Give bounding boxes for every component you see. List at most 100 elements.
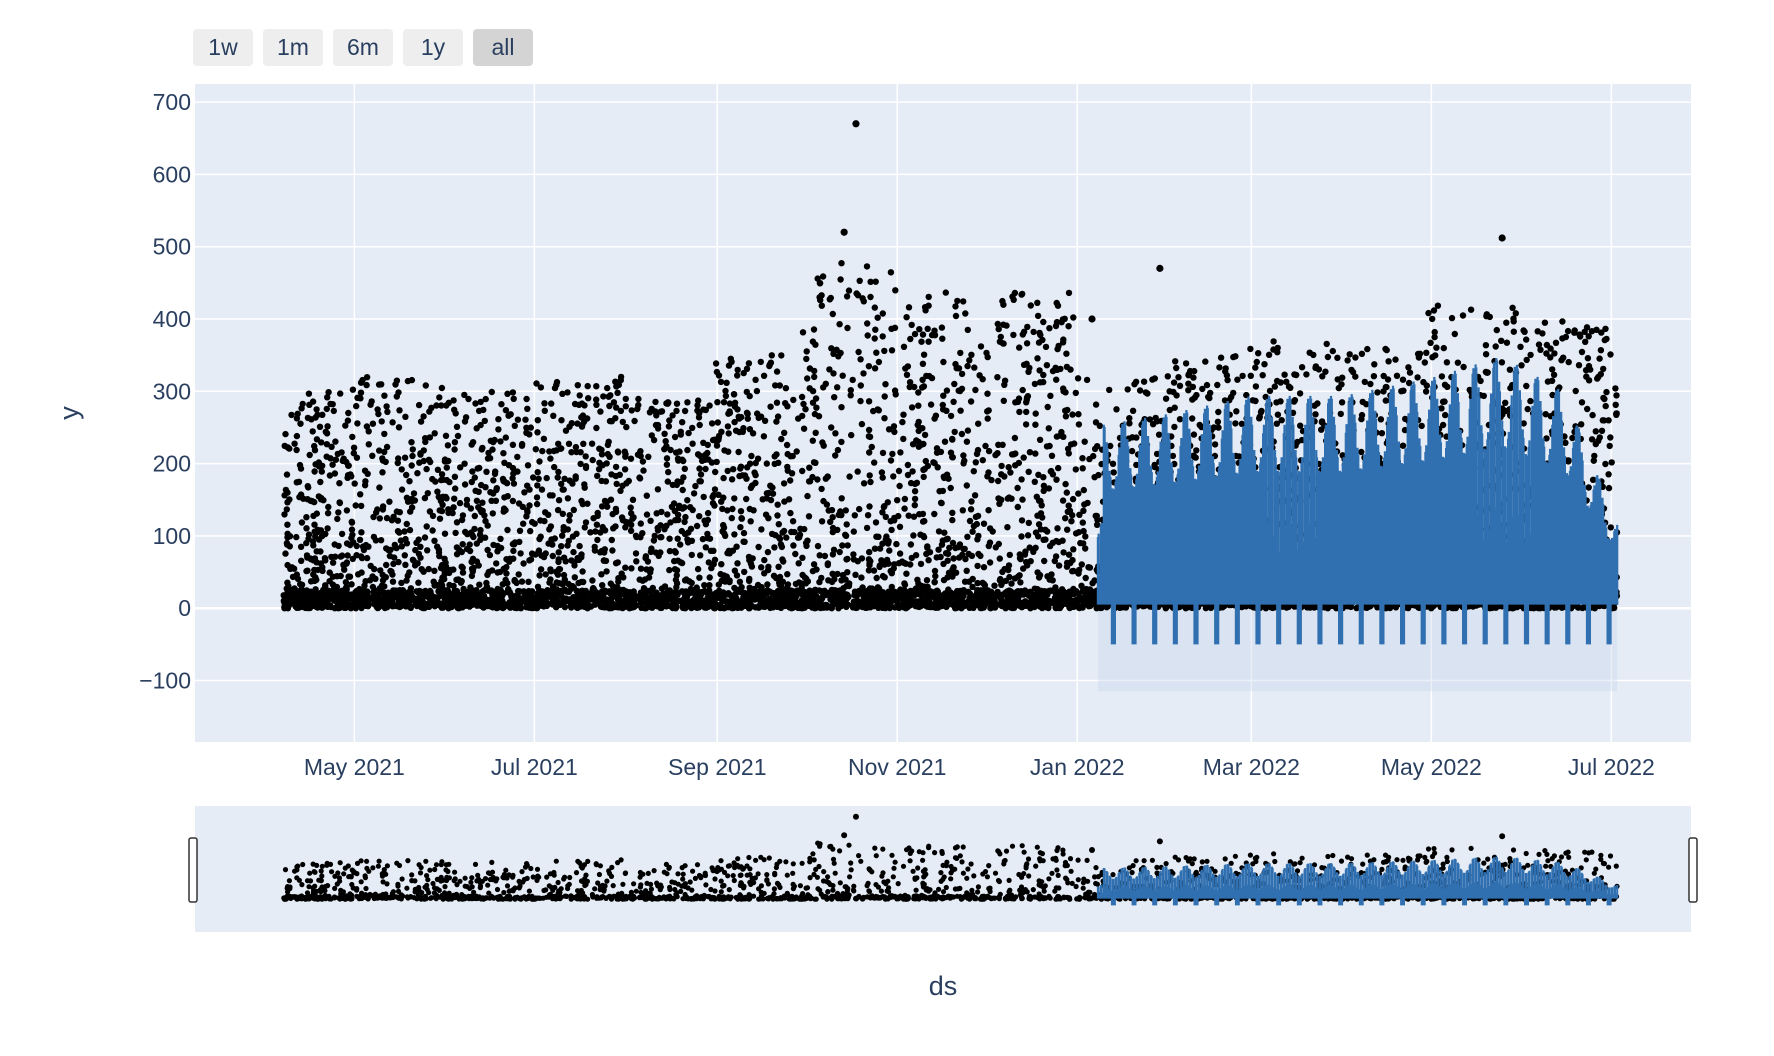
observed-point (1569, 434, 1576, 442)
observed-point (1055, 562, 1063, 569)
observed-point (891, 428, 898, 436)
observed-point (1082, 574, 1089, 582)
observed-point (284, 561, 291, 569)
observed-point (1297, 422, 1304, 429)
observed-point (974, 536, 981, 543)
observed-point (901, 495, 909, 503)
observed-point (866, 548, 873, 556)
observed-point (617, 487, 624, 494)
observed-point (714, 399, 721, 406)
observed-point (503, 564, 510, 571)
observed-point (526, 486, 533, 493)
range-button-1m[interactable]: 1m (263, 29, 323, 66)
observed-point (1024, 532, 1032, 539)
observed-point (640, 467, 647, 474)
observed-point (865, 363, 873, 370)
observed-point (1081, 438, 1088, 445)
observed-point (1091, 445, 1099, 453)
observed-point (596, 445, 603, 452)
range-button-all[interactable]: all (473, 29, 533, 66)
observed-point (305, 390, 313, 397)
observed-point (383, 443, 391, 451)
observed-point (628, 565, 635, 572)
observed-point (693, 522, 701, 530)
observed-point (469, 568, 476, 575)
uncertainty-band-area (1097, 608, 1618, 692)
observed-point (343, 540, 351, 547)
observed-point (469, 468, 476, 475)
observed-point (1443, 359, 1451, 366)
observed-point (432, 478, 439, 485)
observed-point (1602, 402, 1609, 410)
observed-point (1460, 363, 1467, 371)
observed-point (535, 475, 542, 482)
observed-point (1404, 604, 1412, 612)
observed-point (376, 484, 383, 491)
observed-point (775, 459, 782, 466)
observed-point (864, 332, 871, 339)
observed-point (621, 466, 629, 473)
observed-point (1589, 476, 1597, 483)
observed-point (1324, 353, 1332, 361)
observed-point (763, 490, 771, 497)
observed-point (956, 387, 964, 395)
observed-point (511, 422, 518, 429)
observed-point (1371, 361, 1378, 368)
observed-point (1081, 501, 1088, 508)
observed-point (504, 526, 511, 534)
observed-point (734, 366, 741, 374)
observed-point (671, 433, 679, 441)
observed-point (696, 465, 703, 472)
range-button-1w[interactable]: 1w (193, 29, 253, 66)
observed-point (606, 417, 614, 425)
observed-point (893, 540, 900, 548)
range-button-6m[interactable]: 6m (333, 29, 393, 66)
observed-point (398, 543, 405, 550)
observed-point (1064, 526, 1071, 533)
observed-point (865, 426, 873, 434)
observed-point (406, 526, 414, 534)
observed-point (1349, 368, 1357, 376)
observed-point (736, 472, 743, 480)
observed-point (1055, 464, 1062, 472)
observed-point (865, 567, 873, 574)
observed-point (303, 514, 310, 521)
observed-point (1380, 372, 1387, 380)
observed-point (688, 551, 695, 559)
observed-point (812, 341, 819, 348)
observed-point (1053, 318, 1061, 326)
observed-point (1080, 486, 1088, 494)
observed-point (297, 420, 304, 427)
observed-point (776, 581, 783, 588)
observed-point (389, 419, 396, 426)
observed-point (818, 485, 825, 493)
observed-point (584, 382, 591, 390)
observed-point (891, 324, 899, 331)
observed-point (1274, 411, 1282, 418)
observed-point (879, 333, 886, 340)
observed-point (389, 603, 396, 610)
observed-point (653, 510, 660, 517)
observed-point (871, 545, 879, 552)
observed-point (897, 449, 904, 456)
observed-point (1078, 561, 1086, 568)
observed-point (696, 574, 703, 581)
observed-point (927, 401, 935, 408)
range-button-1y[interactable]: 1y (403, 29, 463, 66)
observed-point (678, 478, 685, 485)
observed-point (746, 460, 754, 467)
observed-point (1076, 511, 1083, 518)
observed-point (578, 414, 585, 421)
observed-point (398, 486, 406, 493)
observed-point (1510, 318, 1517, 325)
observed-point (629, 496, 637, 503)
observed-point (736, 578, 744, 585)
observed-point (518, 578, 526, 585)
observed-point (553, 378, 561, 386)
observed-point (1585, 484, 1592, 491)
observed-point (1053, 299, 1060, 307)
observed-point (1323, 340, 1330, 348)
observed-point (995, 325, 1002, 333)
observed-point (1133, 461, 1140, 469)
observed-point (684, 446, 691, 454)
